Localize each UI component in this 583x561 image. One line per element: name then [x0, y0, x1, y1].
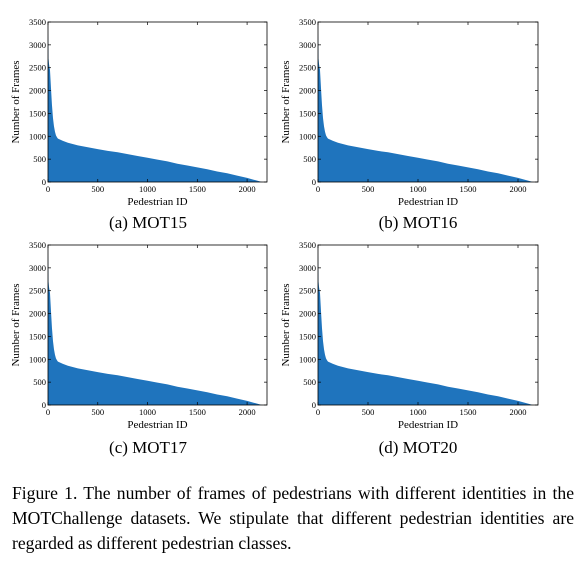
chart-a-ytick-label: 1000 — [29, 131, 46, 141]
chart-b-xtick-label: 2000 — [510, 184, 527, 194]
chart-d-axes-frame — [317, 244, 539, 406]
chart-a-xtick-label: 2000 — [239, 184, 256, 194]
chart-a-area-series-0 — [48, 28, 263, 182]
chart-a-xtick-label: 1500 — [189, 184, 206, 194]
chart-d-xtick-label: 2000 — [510, 407, 527, 417]
figure-caption: Figure 1. The number of frames of pedest… — [12, 483, 574, 553]
chart-a-xtick-label: 0 — [46, 184, 50, 194]
chart-c-ylabel: Number of Frames — [10, 283, 22, 366]
chart-b: 0 500 1000 1500 2000 0 500 1000 1500 2000 2500 3000… — [280, 17, 539, 208]
chart-b-ytick-label: 2500 — [299, 63, 316, 73]
chart-d-xtick-label: 0 — [316, 407, 320, 417]
chart-d-area-series-0 — [318, 251, 533, 405]
chart-d-ytick-label: 3500 — [299, 240, 316, 250]
chart-c-ytick-label: 0 — [42, 400, 46, 410]
chart-d-xtick-label: 1500 — [460, 407, 477, 417]
panel-caption-c: (c) MOT17 — [109, 438, 187, 457]
chart-d-xtick-label: 500 — [362, 407, 375, 417]
chart-c-ytick-label: 2000 — [29, 309, 46, 319]
chart-c-ytick-label: 3500 — [29, 240, 46, 250]
chart-b-ytick-label: 0 — [312, 177, 316, 187]
chart-a-ytick-label: 500 — [33, 154, 46, 164]
chart-a-ytick-label: 0 — [42, 177, 46, 187]
chart-c-xtick-label: 1000 — [139, 407, 156, 417]
chart-c-ytick-label: 1500 — [29, 331, 46, 341]
chart-a-ytick-label: 3000 — [29, 40, 46, 50]
chart-b-ytick-label: 2000 — [299, 86, 316, 96]
chart-a-axes-frame — [47, 21, 268, 183]
chart-d-xlabel: Pedestrian ID — [398, 419, 458, 431]
chart-b-xtick-label: 0 — [316, 184, 320, 194]
chart-d-ytick-label: 500 — [303, 377, 316, 387]
chart-b-xtick-label: 500 — [362, 184, 375, 194]
chart-d-xtick-label: 1000 — [410, 407, 427, 417]
chart-a-ytick-label: 3500 — [29, 17, 46, 27]
chart-d-ytick-label: 2500 — [299, 286, 316, 296]
chart-d-ylabel: Number of Frames — [280, 283, 292, 366]
figure-charts: 0 500 1000 1500 2000 0 500 1000 1500 2000 2500 3000… — [10, 17, 539, 431]
chart-d-ytick-label: 3000 — [299, 263, 316, 273]
chart-c: 0 500 1000 1500 2000 0 500 1000 1500 2000 2500 3000… — [10, 240, 268, 431]
panel-caption-b: (b) MOT16 — [378, 213, 458, 232]
chart-c-ytick-label: 3000 — [29, 263, 46, 273]
chart-b-ytick-label: 3000 — [299, 40, 316, 50]
chart-b-ytick-label: 1500 — [299, 108, 316, 118]
panel-caption-d: (d) MOT20 — [378, 438, 458, 457]
chart-b-ytick-label: 3500 — [299, 17, 316, 27]
chart-c-ytick-label: 2500 — [29, 286, 46, 296]
chart-b-area-series-0 — [318, 28, 533, 182]
chart-b-xtick-label: 1000 — [410, 184, 427, 194]
chart-d-ytick-label: 1000 — [299, 354, 316, 364]
chart-a-ylabel: Number of Frames — [10, 60, 22, 143]
chart-d: 0 500 1000 1500 2000 0 500 1000 1500 2000 2500 3000… — [280, 240, 539, 431]
chart-b-ytick-label: 1000 — [299, 131, 316, 141]
chart-b-axes-frame — [317, 21, 539, 183]
chart-c-xtick-label: 2000 — [239, 407, 256, 417]
chart-b-xlabel: Pedestrian ID — [398, 196, 458, 208]
chart-d-ytick-label: 0 — [312, 400, 316, 410]
chart-a-xtick-label: 1000 — [139, 184, 156, 194]
chart-c-ytick-label: 500 — [33, 377, 46, 387]
chart-a-ytick-label: 2000 — [29, 86, 46, 96]
chart-a-ytick-label: 1500 — [29, 108, 46, 118]
panel-caption-a: (a) MOT15 — [109, 213, 187, 232]
chart-c-ytick-label: 1000 — [29, 354, 46, 364]
chart-b-ylabel: Number of Frames — [280, 60, 292, 143]
chart-c-axes-frame — [47, 244, 268, 406]
chart-b-ytick-label: 500 — [303, 154, 316, 164]
chart-d-ytick-label: 2000 — [299, 309, 316, 319]
chart-b-xtick-label: 1500 — [460, 184, 477, 194]
chart-a-xlabel: Pedestrian ID — [127, 196, 187, 208]
chart-c-area-series-0 — [48, 251, 263, 405]
chart-c-xtick-label: 1500 — [189, 407, 206, 417]
chart-a-xtick-label: 500 — [91, 184, 104, 194]
chart-a-ytick-label: 2500 — [29, 63, 46, 73]
chart-c-xtick-label: 500 — [91, 407, 104, 417]
chart-c-xtick-label: 0 — [46, 407, 50, 417]
chart-a: 0 500 1000 1500 2000 0 500 1000 1500 2000 2500 3000… — [10, 17, 268, 208]
chart-d-ytick-label: 1500 — [299, 331, 316, 341]
chart-c-xlabel: Pedestrian ID — [127, 419, 187, 431]
